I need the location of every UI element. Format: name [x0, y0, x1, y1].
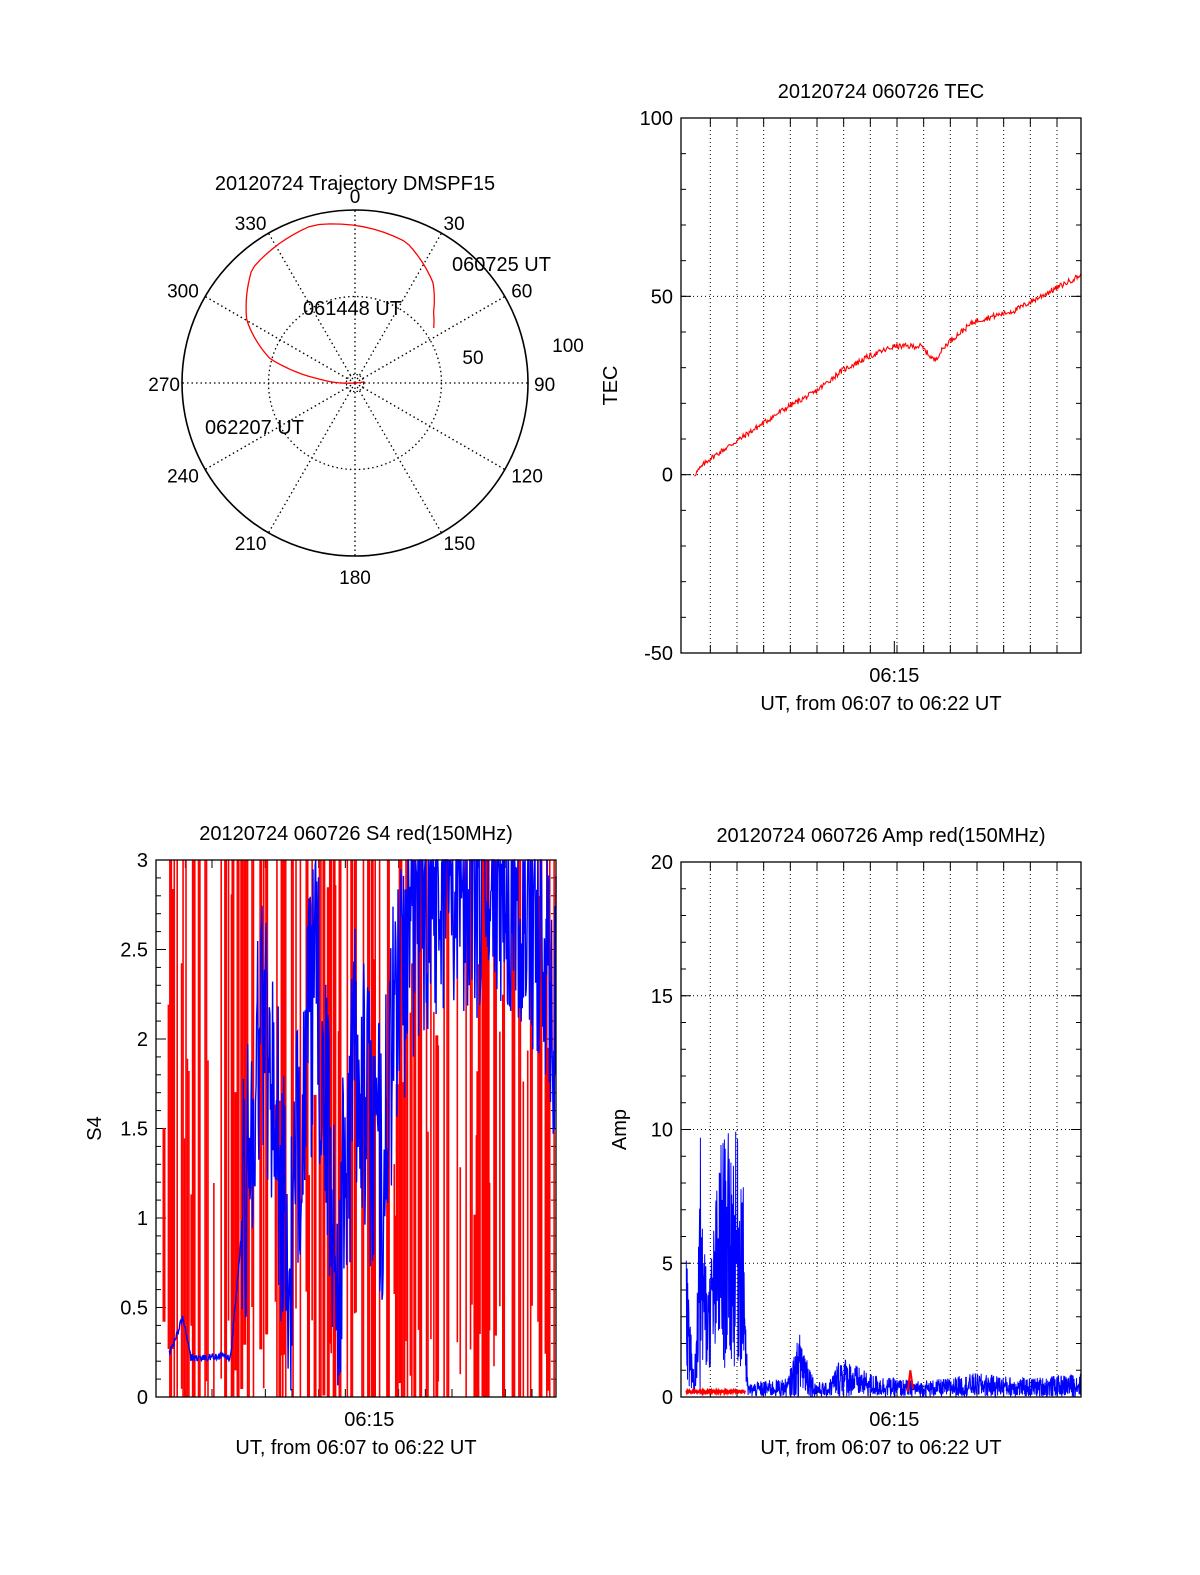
polar-radial-label: 100 [552, 336, 584, 357]
trajectory-annotation: 060725 UT [452, 254, 551, 276]
y-tick-label: 0 [662, 1387, 673, 1409]
panel-title: 20120724 060726 TEC [778, 81, 984, 103]
y-tick-label: 50 [651, 286, 673, 308]
x-axis-label: UT, from 06:07 to 06:22 UT [760, 693, 1001, 715]
y-axis-label: TEC [600, 366, 622, 406]
polar-azimuth-label: 240 [167, 467, 199, 488]
polar-azimuth-label: 300 [167, 282, 199, 303]
amp-blue-line [685, 1131, 1082, 1399]
polar-spoke [204, 295, 356, 384]
trajectory-annotation: 061448 UT [303, 298, 402, 320]
polar-spoke [354, 295, 506, 384]
y-tick-label: 2.5 [120, 940, 148, 962]
plot-frame [680, 117, 1082, 654]
polar-azimuth-label: 180 [339, 568, 371, 589]
amp-red-line [685, 1386, 746, 1397]
y-tick-label: 2 [137, 1029, 148, 1051]
s4-blue-line [168, 859, 557, 1391]
polar-title: 20120724 Trajectory DMSPF15 [215, 173, 495, 195]
y-tick-label: 3 [137, 850, 148, 872]
polar-ring-center [345, 373, 365, 393]
x-tick-label: 06:15 [869, 665, 919, 687]
y-tick-label: 1 [137, 1208, 148, 1230]
plot-frame [155, 859, 557, 1398]
polar-azimuth-label: 210 [235, 534, 267, 555]
x-axis-label: UT, from 06:07 to 06:22 UT [760, 1437, 1001, 1459]
y-tick-label: 0 [662, 465, 673, 487]
polar-ring-inner [267, 295, 443, 471]
y-axis-label: S4 [84, 1116, 106, 1140]
polar-azimuth-label: 330 [235, 214, 267, 235]
panel-title: 20120724 060726 Amp red(150MHz) [716, 825, 1045, 847]
polar-spoke [354, 232, 443, 384]
y-tick-label: 0 [137, 1387, 148, 1409]
polar-azimuth-label: 120 [511, 467, 543, 488]
y-tick-label: 100 [640, 108, 673, 130]
plot-frame [680, 861, 1082, 1398]
y-tick-label: 10 [651, 1120, 673, 1142]
y-tick-label: 15 [651, 986, 673, 1008]
polar-azimuth-label: 150 [444, 534, 476, 555]
y-tick-label: 20 [651, 852, 673, 874]
polar-azimuth-label: 270 [148, 375, 180, 396]
amp-red-spike [906, 1370, 914, 1392]
polar-azimuth-label: 0 [350, 187, 361, 208]
trajectory-annotation: 062207 UT [205, 417, 304, 439]
polar-spoke [267, 232, 356, 384]
trajectory-line [245, 223, 435, 384]
y-tick-label: -50 [644, 643, 673, 665]
panel-title: 20120724 060726 S4 red(150MHz) [199, 823, 513, 845]
polar-azimuth-label: 60 [511, 282, 532, 303]
polar-outer-circle [181, 209, 529, 557]
polar-azimuth-label: 90 [534, 375, 555, 396]
x-tick-label: 06:15 [344, 1409, 394, 1431]
y-axis-label: Amp [609, 1109, 631, 1150]
y-tick-label: 0.5 [120, 1298, 148, 1320]
y-tick-label: 1.5 [120, 1119, 148, 1141]
polar-azimuth-label: 30 [444, 214, 465, 235]
y-tick-label: 5 [662, 1253, 673, 1275]
x-axis-label: UT, from 06:07 to 06:22 UT [235, 1437, 476, 1459]
tec-series-line [694, 273, 1082, 477]
polar-radial-label: 50 [462, 348, 483, 369]
x-tick-label: 06:15 [869, 1409, 919, 1431]
